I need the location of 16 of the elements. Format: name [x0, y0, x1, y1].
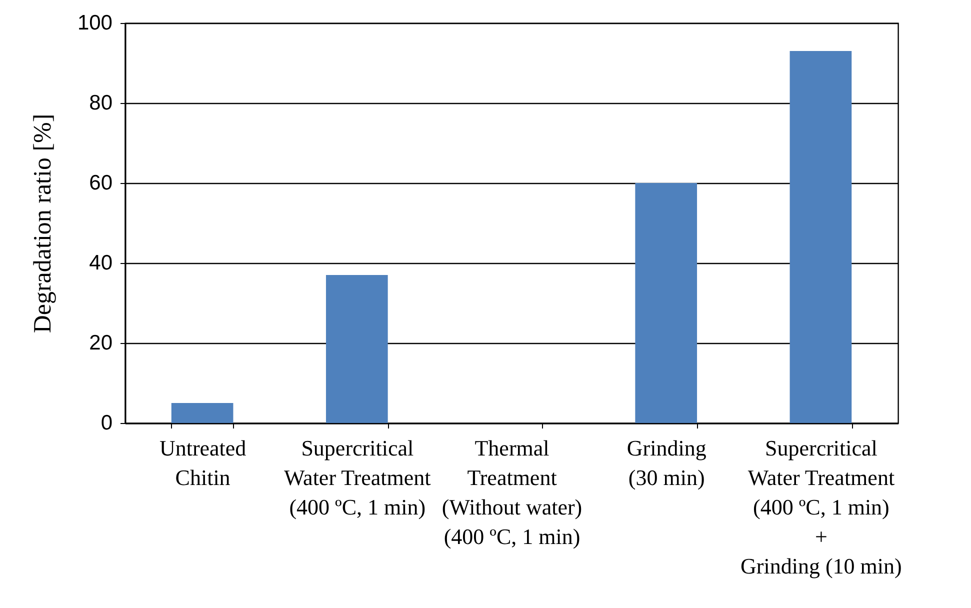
y-tick-label: 40 [89, 252, 112, 274]
bar [790, 51, 852, 423]
x-tick-label: Supercritical Water Treatment (400 ºC, 1 min) [284, 436, 431, 520]
y-tick-label: 60 [89, 172, 112, 194]
bar [635, 183, 698, 423]
x-tick-label: Grinding (30 min) [626, 436, 706, 490]
bar [171, 403, 234, 423]
y-axis-title: Degradation ratio [%] [29, 114, 56, 334]
y-tick-label: 0 [100, 412, 112, 434]
x-tick-label: Untreated Chitin [159, 436, 246, 490]
bar [326, 275, 388, 423]
y-tick-label: 80 [89, 92, 112, 114]
x-tick-label: Thermal Treatment (Without water) (400 ºC, 1 min) [442, 436, 582, 549]
x-tick-label: Supercritical Water Treatment (400 ºC, 1 min) + Grinding (10 min) [740, 436, 902, 578]
y-tick-label: 20 [89, 332, 112, 354]
y-tick-label: 100 [77, 12, 112, 34]
